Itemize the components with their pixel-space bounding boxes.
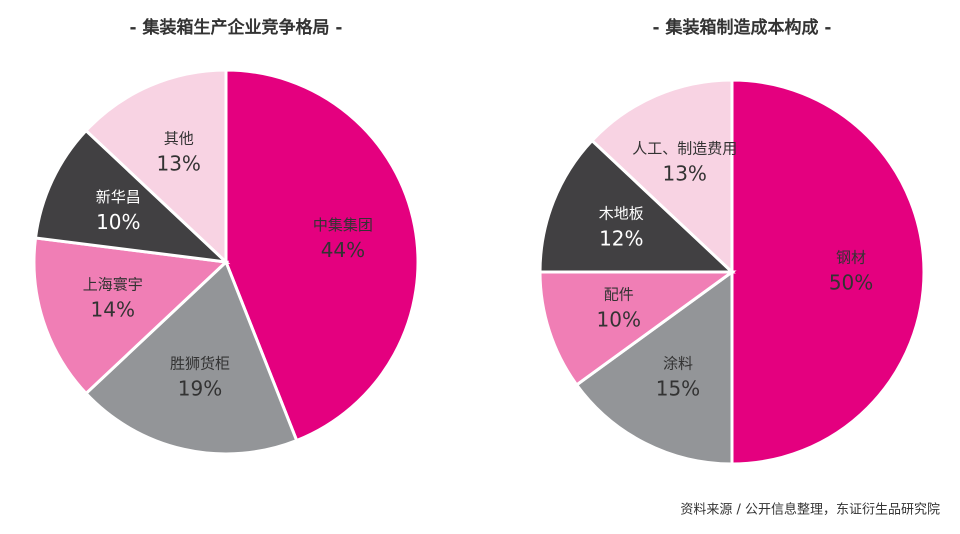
- source-note: 资料来源 / 公开信息整理，东证衍生品研究院: [680, 502, 940, 518]
- slice-label: 其他: [164, 129, 194, 147]
- slice-value-label: 19%: [178, 377, 222, 401]
- slice-label: 配件: [604, 285, 634, 303]
- pie-slice: [83, 259, 299, 456]
- pie-slice: [83, 68, 228, 266]
- slice-value-label: 44%: [321, 238, 365, 262]
- slice-value-label: 10%: [597, 307, 641, 331]
- slice-label: 钢材: [836, 249, 866, 267]
- chart-title: - 集装箱制造成本构成 -: [653, 17, 832, 38]
- slice-label: 胜狮货柜: [170, 355, 230, 373]
- pie-slice: [32, 236, 230, 396]
- slice-label: 木地板: [599, 205, 644, 223]
- pie-slice: [538, 138, 736, 274]
- chart-title: - 集装箱生产企业竞争格局 -: [130, 17, 343, 38]
- slice-label: 上海寰宇: [83, 275, 143, 293]
- pie-slice: [574, 269, 734, 466]
- pie-slice: [730, 78, 926, 466]
- slice-value-label: 12%: [599, 227, 643, 251]
- pie-slice: [538, 270, 737, 387]
- slice-value-label: 50%: [829, 271, 873, 295]
- pie-slice: [589, 78, 734, 276]
- slice-value-label: 10%: [96, 210, 140, 234]
- slice-value-label: 15%: [656, 377, 700, 401]
- pie-slice: [224, 68, 420, 443]
- slice-label: 涂料: [663, 355, 693, 373]
- slice-label: 新华昌: [96, 188, 141, 206]
- pie-slice: [33, 128, 231, 265]
- slice-label: 人工、制造费用: [632, 139, 737, 157]
- slice-value-label: 13%: [156, 151, 200, 175]
- slice-value-label: 13%: [662, 161, 706, 185]
- slice-value-label: 14%: [91, 297, 135, 321]
- slice-label: 中集集团: [313, 216, 373, 234]
